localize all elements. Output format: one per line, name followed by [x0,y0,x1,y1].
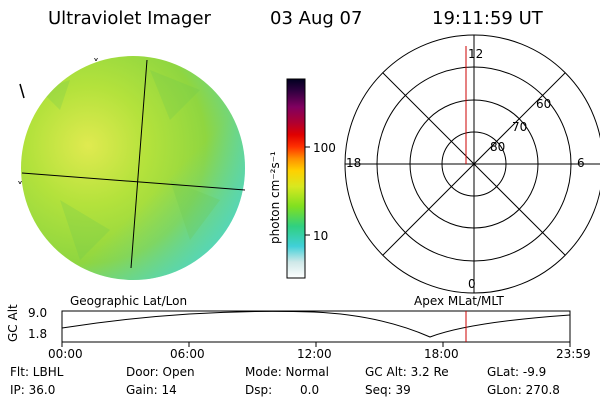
ip-value: IP: 36.0 [10,383,56,397]
dsp-value: 0.0 [300,383,320,397]
polar-label-bottom: 0 [468,277,476,291]
gain-value: Gain: 14 [126,383,177,397]
timeline-right-title: Apex MLat/MLT [414,294,504,308]
polar-ring-60: 60 [536,97,552,111]
polar-label-left: 18 [346,156,362,170]
polar-label-right: 6 [577,156,585,170]
colorbar [286,78,310,279]
timeline-y-min: 1.8 [28,327,48,341]
polar-ring-80: 80 [490,140,506,154]
time-label: 19:11:59 UT [432,8,543,29]
polar-plot [344,34,600,294]
app-title: Ultraviolet Imager [48,8,211,29]
timeline-plot [61,310,571,347]
timeline-y-axis-label: GC Alt [6,304,20,342]
time-tick-2359: 23:59 [556,347,591,361]
geo-equator-line [21,172,246,191]
seq-value: Seq: 39 [365,383,411,397]
time-tick-1800: 18:00 [424,347,459,361]
earth-disk-image: ˅ ˅ [17,56,246,280]
time-tick-0000: 00:00 [48,347,83,361]
colorbar-tick-10: 10 [313,229,329,243]
filter-value: Flt: LBHL [10,365,64,379]
timeline-y-max: 9.0 [28,306,48,320]
mode-value: Mode: Normal [245,365,329,379]
west-marker: ˅ [17,180,23,194]
date-label: 03 Aug 07 [270,8,363,29]
door-value: Door: Open [126,365,195,379]
colorbar-unit-label: photon cm⁻²s⁻¹ [268,151,282,244]
glon-value: GLon: 270.8 [487,383,560,397]
polar-label-top: 12 [468,47,484,61]
time-tick-1200: 12:00 [297,347,332,361]
time-tick-0600: 06:00 [170,347,205,361]
north-marker: ˅ [93,57,99,71]
glat-value: GLat: -9.9 [487,365,547,379]
gc-alt-value: GC Alt: 3.2 Re [365,365,449,379]
timeline-left-title: Geographic Lat/Lon [70,294,188,308]
orientation-tick [19,83,25,99]
polar-ring-70: 70 [512,120,528,134]
colorbar-tick-100: 100 [313,141,336,155]
geo-meridian-line [130,59,148,269]
dsp-label: Dsp: [245,383,273,397]
